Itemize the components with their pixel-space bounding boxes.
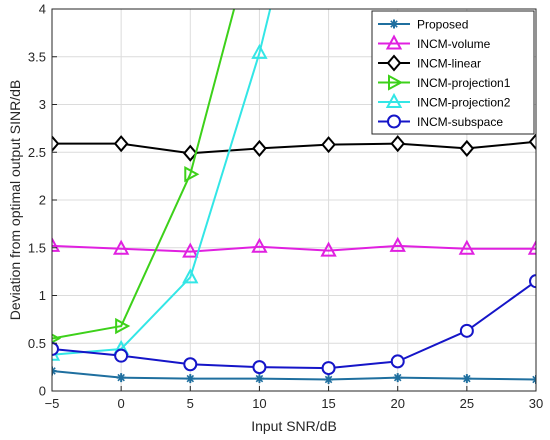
legend-entry-proposed: Proposed (378, 18, 468, 32)
data-point-proposed (531, 375, 536, 385)
legend-label: INCM-volume (417, 37, 491, 51)
y-axis-label: Deviation from optimal output SINR/dB (7, 80, 23, 320)
x-tick-label: 20 (390, 396, 404, 411)
y-tick-label: 4 (39, 2, 46, 17)
y-tick-label: 1.5 (28, 240, 46, 255)
data-point-proposed (185, 374, 195, 384)
data-point-incm-subspace (321, 361, 336, 376)
legend-marker (389, 19, 399, 29)
series-incm-linear (52, 133, 536, 162)
data-point-incm-projection1 (115, 317, 131, 335)
legend-label: Proposed (417, 18, 468, 32)
data-point-incm-linear (390, 135, 406, 153)
data-point-incm-volume (320, 241, 337, 257)
series-line-incm-volume (52, 244, 536, 253)
legend-entry-incm-subspace: INCM-subspace (378, 114, 503, 129)
series-line-incm-projection2 (52, 9, 272, 356)
data-point-incm-volume (527, 239, 536, 255)
legend-entry-incm-projection1: INCM-projection1 (378, 74, 511, 91)
x-tick-label: 25 (460, 396, 474, 411)
data-point-incm-subspace (114, 348, 129, 363)
data-point-proposed (116, 373, 126, 383)
y-tick-label: 0.5 (28, 336, 46, 351)
y-tick-label: 1 (39, 288, 46, 303)
data-point-incm-subspace (252, 360, 267, 375)
y-tick-label: 3 (39, 97, 46, 112)
y-tick-label: 0 (39, 384, 46, 399)
series-incm-subspace (52, 274, 536, 376)
legend-label: INCM-subspace (417, 115, 503, 129)
data-point-incm-linear (321, 136, 336, 154)
series-incm-volume (52, 236, 536, 258)
data-point-incm-volume (458, 239, 476, 255)
data-point-incm-subspace (52, 341, 59, 356)
legend-entry-incm-projection2: INCM-projection2 (378, 92, 511, 110)
data-point-incm-volume (251, 237, 268, 253)
x-tick-label: 10 (252, 396, 266, 411)
legend: Proposed INCM-volume INCM-linear INCM-proje… (371, 10, 535, 135)
legend-label: INCM-linear (417, 57, 481, 71)
legend-box (371, 10, 535, 135)
series-layer (52, 9, 536, 385)
data-point-incm-linear (52, 135, 60, 153)
x-tick-label: 0 (118, 396, 125, 411)
data-point-incm-projection1 (184, 166, 200, 183)
series-proposed (52, 366, 536, 385)
data-point-incm-subspace (390, 354, 405, 369)
y-tick-label: 2.5 (28, 145, 46, 160)
series-line-incm-subspace (52, 280, 536, 370)
data-point-incm-linear (113, 135, 129, 153)
data-point-incm-subspace (183, 357, 198, 372)
legend-marker (387, 114, 401, 129)
y-tick-label: 3.5 (28, 49, 46, 64)
data-point-incm-linear (252, 139, 267, 157)
data-point-incm-projection1 (52, 333, 62, 344)
data-point-incm-volume (52, 236, 61, 252)
legend-marker (385, 34, 403, 50)
y-tick-label: 2 (39, 193, 46, 208)
x-tick-label: −5 (45, 396, 60, 411)
data-point-incm-linear (182, 144, 198, 162)
series-incm-projection1 (52, 9, 236, 344)
x-tick-label: 5 (187, 396, 194, 411)
x-axis-label: Input SNR/dB (251, 418, 337, 434)
x-tick-label: 15 (321, 396, 335, 411)
legend-entry-incm-linear: INCM-linear (378, 54, 481, 72)
legend-marker (388, 74, 404, 91)
data-point-proposed (324, 375, 334, 385)
series-line-proposed (52, 369, 536, 381)
legend-marker (386, 54, 402, 72)
data-point-incm-linear (459, 139, 475, 157)
series-line-incm-linear (52, 140, 536, 155)
data-point-proposed (254, 374, 264, 384)
data-point-proposed (52, 366, 57, 376)
data-point-incm-projection2 (182, 268, 199, 284)
x-tick-label: 30 (529, 396, 543, 411)
data-point-proposed (462, 374, 472, 384)
data-point-proposed (393, 373, 403, 383)
data-point-incm-projection2 (251, 43, 268, 59)
legend-label: INCM-projection2 (417, 96, 511, 110)
legend-marker (385, 92, 403, 108)
data-point-incm-linear (528, 133, 536, 151)
data-point-incm-volume (112, 239, 130, 255)
data-point-incm-volume (389, 236, 406, 252)
legend-entry-incm-volume: INCM-volume (378, 34, 491, 51)
series-line-incm-projection1 (52, 9, 236, 340)
data-point-incm-subspace (529, 274, 536, 289)
legend-label: INCM-projection1 (417, 76, 511, 90)
data-point-incm-subspace (459, 323, 474, 338)
data-point-incm-volume (182, 242, 199, 258)
